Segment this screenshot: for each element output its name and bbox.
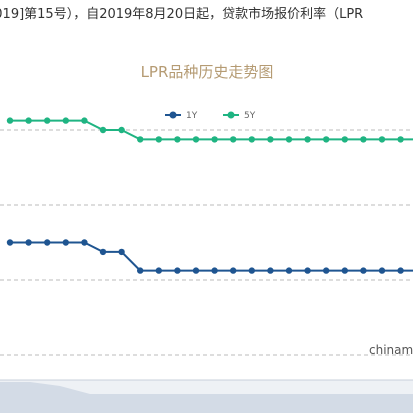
data-point-5y-12[interactable] <box>230 136 237 143</box>
data-point-5y-10[interactable] <box>192 136 200 143</box>
data-point-1y-9[interactable] <box>174 267 181 274</box>
notice-text: 2019]第15号），自2019年8月20日起，贷款市场报价利率（LPR <box>0 0 413 30</box>
data-point-5y-16[interactable] <box>304 136 311 143</box>
legend-marker-5y <box>227 111 235 119</box>
data-point-5y-15[interactable] <box>285 136 293 143</box>
data-point-1y-19[interactable] <box>360 267 367 274</box>
legend-item-1y[interactable]: 1Y <box>165 111 198 121</box>
data-point-1y-2[interactable] <box>44 239 51 246</box>
data-point-1y-8[interactable] <box>155 267 162 274</box>
data-point-1y-7[interactable] <box>137 267 144 274</box>
series-layer <box>6 117 413 274</box>
data-point-5y-11[interactable] <box>211 136 218 143</box>
data-point-5y-8[interactable] <box>155 136 162 143</box>
gridlines <box>0 129 413 356</box>
data-point-1y-21[interactable] <box>397 267 404 274</box>
data-point-1y-4[interactable] <box>81 239 88 246</box>
data-point-5y-14[interactable] <box>267 136 274 143</box>
data-point-1y-16[interactable] <box>304 267 311 274</box>
data-point-1y-10[interactable] <box>192 267 200 274</box>
data-point-5y-2[interactable] <box>44 117 51 124</box>
data-point-1y-5[interactable] <box>99 248 107 256</box>
data-point-1y-11[interactable] <box>211 267 218 274</box>
data-point-5y-5[interactable] <box>99 126 107 134</box>
legend-label-1y: 1Y <box>186 111 198 121</box>
data-point-5y-20[interactable] <box>378 136 386 143</box>
legend-marker-1y <box>169 111 177 119</box>
data-point-1y-1[interactable] <box>25 239 32 246</box>
series-5y <box>6 117 413 143</box>
data-point-5y-21[interactable] <box>397 136 404 143</box>
data-zoom-slider[interactable] <box>0 379 413 413</box>
data-point-1y-18[interactable] <box>341 267 348 274</box>
data-point-5y-17[interactable] <box>323 136 330 143</box>
data-point-1y-14[interactable] <box>267 267 274 274</box>
data-point-1y-17[interactable] <box>323 267 330 274</box>
data-point-1y-0[interactable] <box>6 239 14 246</box>
data-point-5y-4[interactable] <box>81 117 88 124</box>
data-point-5y-18[interactable] <box>341 136 348 143</box>
data-point-5y-19[interactable] <box>360 136 367 143</box>
data-point-5y-0[interactable] <box>6 117 14 124</box>
data-point-1y-12[interactable] <box>230 267 237 274</box>
watermark-text: chinam <box>369 343 413 357</box>
slider-preview-area <box>0 382 413 413</box>
data-point-5y-13[interactable] <box>248 136 255 143</box>
data-point-1y-15[interactable] <box>285 267 293 274</box>
series-line-1y <box>10 241 413 272</box>
data-point-1y-20[interactable] <box>378 267 386 274</box>
data-point-1y-13[interactable] <box>248 267 255 274</box>
chart-title: LPR品种历史走势图 <box>141 63 274 81</box>
data-point-5y-6[interactable] <box>118 126 125 134</box>
data-point-5y-1[interactable] <box>25 117 32 124</box>
data-point-5y-3[interactable] <box>62 117 69 124</box>
legend-item-5y[interactable]: 5Y <box>223 111 256 121</box>
data-point-5y-7[interactable] <box>137 136 144 143</box>
legend[interactable]: 1Y 5Y <box>165 111 256 121</box>
data-point-1y-6[interactable] <box>118 248 125 256</box>
data-point-1y-3[interactable] <box>62 239 69 246</box>
legend-label-5y: 5Y <box>244 111 256 121</box>
data-point-5y-9[interactable] <box>174 136 181 143</box>
series-1y <box>6 239 413 274</box>
notice-text-content: 2019]第15号），自2019年8月20日起，贷款市场报价利率（LPR <box>0 7 364 22</box>
